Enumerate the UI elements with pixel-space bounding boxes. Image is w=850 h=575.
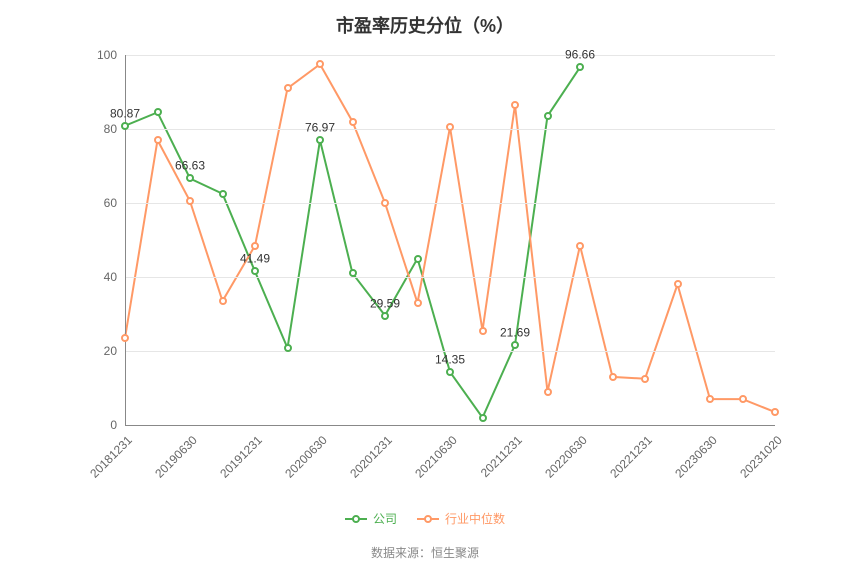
data-marker (641, 375, 649, 383)
data-marker (479, 327, 487, 335)
data-marker (186, 174, 194, 182)
data-marker (284, 84, 292, 92)
data-marker (609, 373, 617, 381)
data-marker (219, 297, 227, 305)
data-label: 41.49 (240, 252, 270, 266)
data-marker (576, 242, 584, 250)
data-label: 80.87 (110, 106, 140, 120)
y-tick-label: 60 (104, 196, 117, 210)
data-marker (576, 63, 584, 71)
data-label: 29.59 (370, 296, 400, 310)
legend-item[interactable]: 公司 (345, 510, 397, 527)
legend-line-icon (417, 518, 439, 520)
plot-area: 0204060801002018123120190630201912312020… (125, 55, 775, 425)
data-marker (511, 341, 519, 349)
x-tick-label: 20211231 (478, 433, 525, 480)
chart-container: 市盈率历史分位（%） 02040608010020181231201906302… (0, 0, 850, 575)
data-marker (186, 197, 194, 205)
data-marker (414, 299, 422, 307)
data-marker (349, 269, 357, 277)
x-tick-label: 20220630 (542, 433, 590, 481)
data-marker (544, 388, 552, 396)
data-marker (349, 118, 357, 126)
y-tick-label: 40 (104, 270, 117, 284)
legend-marker-icon (424, 515, 432, 523)
legend: 公司 行业中位数 (0, 509, 850, 528)
legend-label: 行业中位数 (445, 510, 505, 527)
data-marker (121, 334, 129, 342)
x-tick-label: 20230630 (672, 433, 720, 481)
data-label: 76.97 (305, 121, 335, 135)
data-marker (154, 108, 162, 116)
x-tick-label: 20181231 (87, 433, 135, 481)
data-marker (154, 136, 162, 144)
grid-line (125, 203, 775, 204)
data-marker (446, 368, 454, 376)
y-tick-label: 80 (104, 122, 117, 136)
grid-line (125, 55, 775, 56)
source-note: 数据来源：恒生聚源 (0, 544, 850, 561)
y-tick-label: 100 (97, 48, 117, 62)
x-tick-label: 20221231 (607, 433, 655, 481)
data-marker (674, 280, 682, 288)
x-axis (125, 425, 775, 426)
data-marker (121, 122, 129, 130)
data-marker (739, 395, 747, 403)
x-tick-label: 20201231 (347, 433, 395, 481)
y-tick-label: 0 (110, 418, 117, 432)
data-label: 66.63 (175, 159, 205, 173)
data-label: 96.66 (565, 48, 595, 62)
data-marker (414, 255, 422, 263)
data-marker (479, 414, 487, 422)
data-marker (381, 199, 389, 207)
data-marker (316, 136, 324, 144)
x-tick-label: 20190630 (152, 433, 200, 481)
data-marker (316, 60, 324, 68)
data-marker (381, 312, 389, 320)
data-marker (511, 101, 519, 109)
data-marker (284, 344, 292, 352)
data-marker (771, 408, 779, 416)
data-marker (544, 112, 552, 120)
x-tick-label: 20231020 (737, 433, 785, 481)
legend-item[interactable]: 行业中位数 (417, 510, 505, 527)
grid-line (125, 277, 775, 278)
x-tick-label: 20191231 (217, 433, 265, 481)
legend-line-icon (345, 518, 367, 520)
y-tick-label: 20 (104, 344, 117, 358)
x-tick-label: 20200630 (282, 433, 330, 481)
data-marker (706, 395, 714, 403)
data-label: 14.35 (435, 352, 465, 366)
data-marker (251, 267, 259, 275)
legend-label: 公司 (373, 510, 397, 527)
x-tick-label: 20210630 (412, 433, 460, 481)
data-marker (219, 190, 227, 198)
chart-title: 市盈率历史分位（%） (0, 0, 850, 38)
legend-marker-icon (352, 515, 360, 523)
data-label: 21.69 (500, 325, 530, 339)
data-marker (251, 242, 259, 250)
data-marker (446, 123, 454, 131)
